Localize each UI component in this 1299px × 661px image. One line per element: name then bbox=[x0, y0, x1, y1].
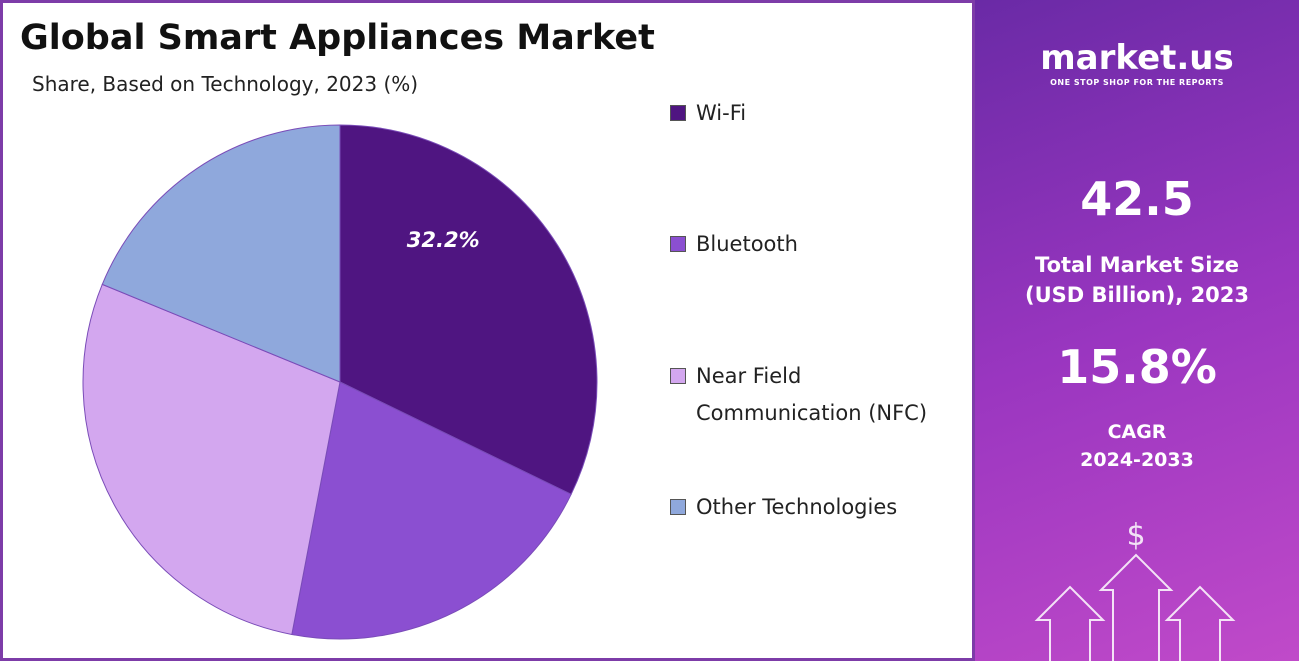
pie-slice bbox=[291, 381, 572, 640]
market-size: 42.5 bbox=[1080, 172, 1194, 226]
legend-swatch bbox=[670, 236, 686, 252]
legend-label: Other Technologies bbox=[696, 495, 898, 519]
arrows-icon: $ bbox=[1034, 518, 1236, 661]
pie-slice bbox=[82, 283, 341, 636]
pie-slice bbox=[339, 124, 598, 496]
svg-text:$: $ bbox=[1126, 518, 1145, 553]
pie-slice bbox=[101, 124, 341, 383]
data-label: 32.2% bbox=[407, 228, 480, 252]
brand: market.us bbox=[1040, 38, 1234, 78]
cagr-label: CAGR 2024-2033 bbox=[1080, 421, 1194, 471]
legend-swatch bbox=[670, 499, 686, 515]
legend-item: Near Field Communication (NFC) bbox=[670, 358, 940, 432]
legend-label: Wi-Fi bbox=[696, 101, 747, 125]
chart-subtitle: Share, Based on Technology, 2023 (%) bbox=[32, 72, 419, 96]
pie-chart: 32.2% bbox=[82, 124, 598, 640]
cagr: 15.8% bbox=[1057, 340, 1217, 394]
chart-panel bbox=[0, 0, 975, 661]
legend-label: Bluetooth bbox=[696, 232, 798, 256]
legend-item: Other Technologies bbox=[670, 489, 940, 526]
legend-item: Bluetooth bbox=[670, 226, 940, 263]
sidebar: market.us ONE STOP SHOP FOR THE REPORTS … bbox=[975, 0, 1299, 661]
legend-item: Wi-Fi bbox=[670, 95, 940, 132]
legend-swatch bbox=[670, 105, 686, 121]
chart-title: Global Smart Appliances Market bbox=[20, 18, 655, 58]
tagline: ONE STOP SHOP FOR THE REPORTS bbox=[1050, 78, 1224, 87]
legend-label: Near Field Communication (NFC) bbox=[696, 364, 928, 425]
market-size-label: Total Market Size (USD Billion), 2023 bbox=[1024, 253, 1250, 307]
legend-swatch bbox=[670, 368, 686, 384]
